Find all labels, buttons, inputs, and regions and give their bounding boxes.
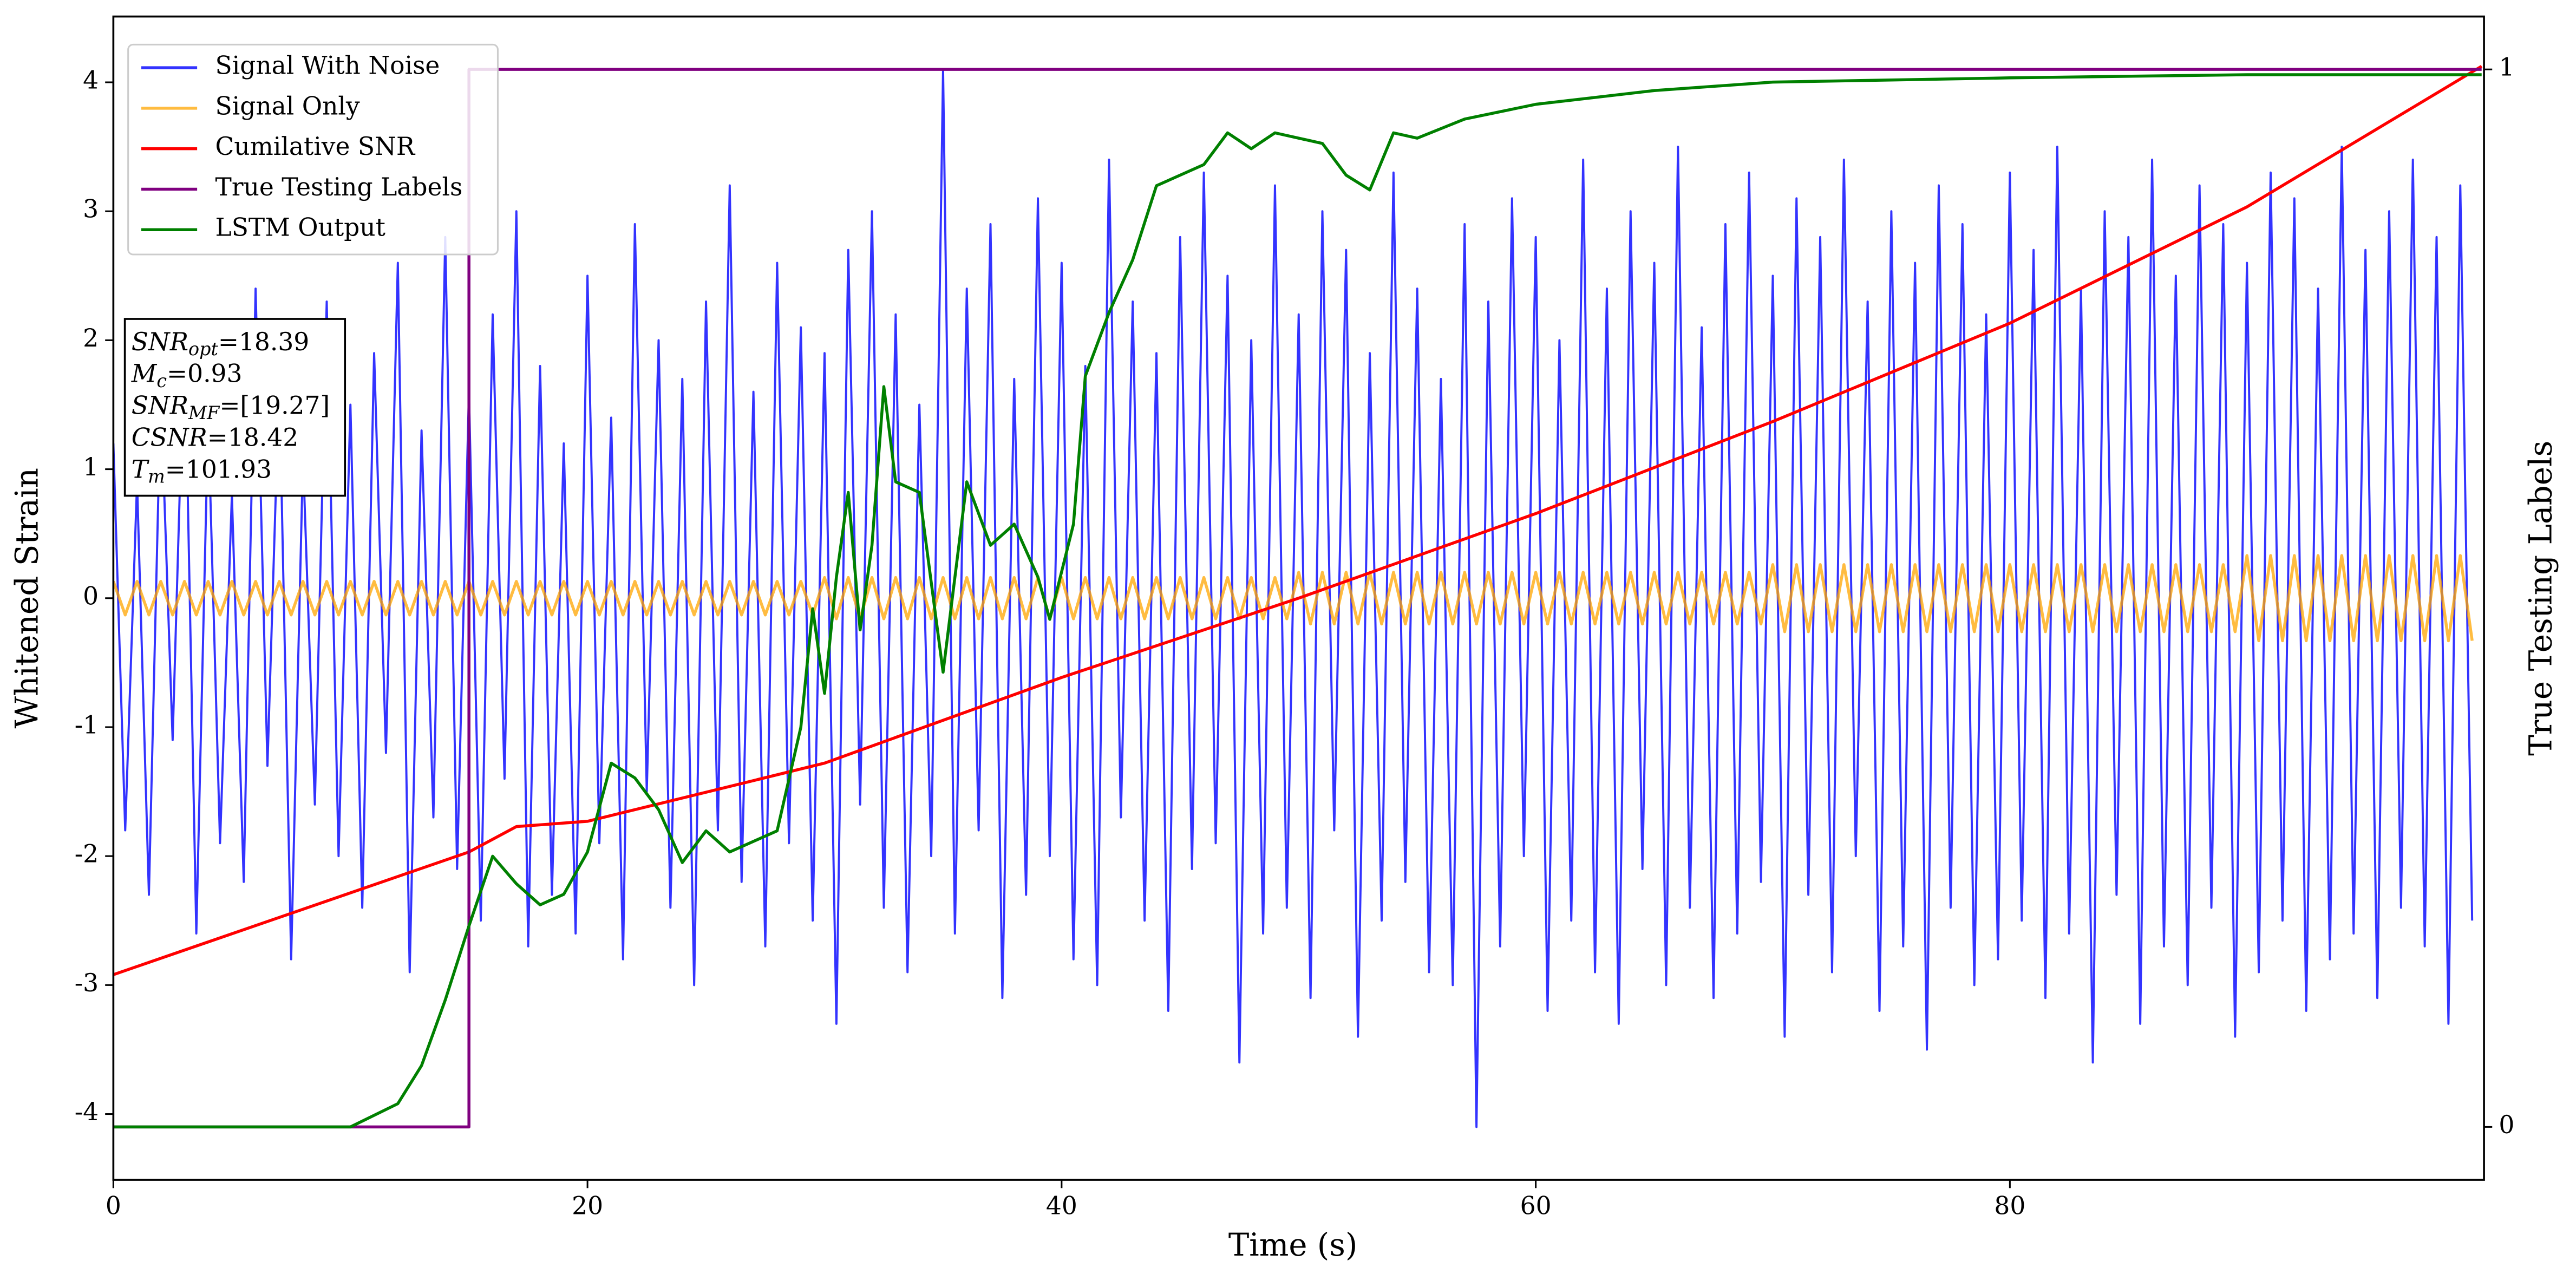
legend: Signal With Noise Signal Only Cumilative S…: [127, 43, 499, 256]
annotation-text: SNRopt=18.39: [132, 327, 309, 360]
x-tick-label: 20: [572, 1191, 603, 1220]
annotation-sub: c: [156, 370, 167, 391]
legend-label: True Testing Labels: [215, 173, 463, 201]
y-tick-label: -1: [75, 710, 99, 739]
plot-lines: [113, 64, 2483, 1129]
annotation-sub: m: [148, 466, 165, 487]
annotation-box: SNRopt=18.39Mc=0.93SNRMF=[19.27]CSNR=18.…: [123, 318, 346, 497]
y-axis-label: Whitened Strain: [9, 468, 45, 728]
annotation-value: =18.42: [207, 423, 298, 452]
x-tick-label: 80: [1994, 1191, 2025, 1220]
annotation-var: M: [131, 359, 158, 388]
annotation-text: CSNR=18.42: [132, 423, 298, 452]
y-tick-label: -3: [75, 969, 99, 997]
annotation-text: SNRMF=[19.27]: [132, 391, 330, 423]
annotation-frame: [123, 318, 346, 497]
legend-label: LSTM Output: [215, 213, 385, 242]
annotation-var: SNR: [132, 327, 188, 356]
y-tick-label: -4: [75, 1097, 99, 1126]
y2-tick-label: 0: [2499, 1110, 2514, 1139]
y-tick-label: 0: [83, 582, 99, 610]
y-tick-label: 4: [83, 66, 99, 94]
annotation-text: Tm=101.93: [132, 455, 272, 487]
y2-tick-label: 1: [2499, 53, 2514, 82]
legend-label: Cumilative SNR: [215, 132, 416, 161]
series-line: [113, 554, 2474, 643]
x-tick-label: 0: [106, 1191, 121, 1220]
annotation-var: SNR: [132, 391, 188, 420]
annotation-var: T: [132, 455, 150, 484]
y-tick-label: 1: [83, 453, 99, 481]
legend-label: Signal Only: [215, 92, 360, 120]
x-tick-label: 60: [1520, 1191, 1552, 1220]
annotation-sub: MF: [188, 402, 220, 423]
y2-axis-label: True Testing Labels: [2522, 441, 2559, 756]
series-line: [113, 68, 2474, 1128]
y-tick-label: 3: [83, 195, 99, 224]
series-line: [113, 73, 2482, 1129]
legend-frame: [127, 43, 499, 256]
y-tick-label: -2: [75, 840, 99, 868]
legend-label: Signal With Noise: [215, 51, 440, 80]
annotation-value: =18.39: [218, 327, 309, 356]
annotation-value: =0.93: [167, 359, 242, 388]
annotation-var: CSNR: [132, 423, 207, 452]
annotation-sub: opt: [188, 338, 218, 360]
annotation-text: Mc=0.93: [131, 359, 243, 391]
x-axis-label: Time (s): [1228, 1226, 1358, 1263]
series-line: [113, 64, 2483, 976]
annotation-value: =[19.27]: [219, 391, 330, 420]
x-tick-label: 40: [1046, 1191, 1077, 1220]
annotation-value: =101.93: [165, 455, 272, 484]
y-tick-label: 2: [83, 324, 99, 352]
